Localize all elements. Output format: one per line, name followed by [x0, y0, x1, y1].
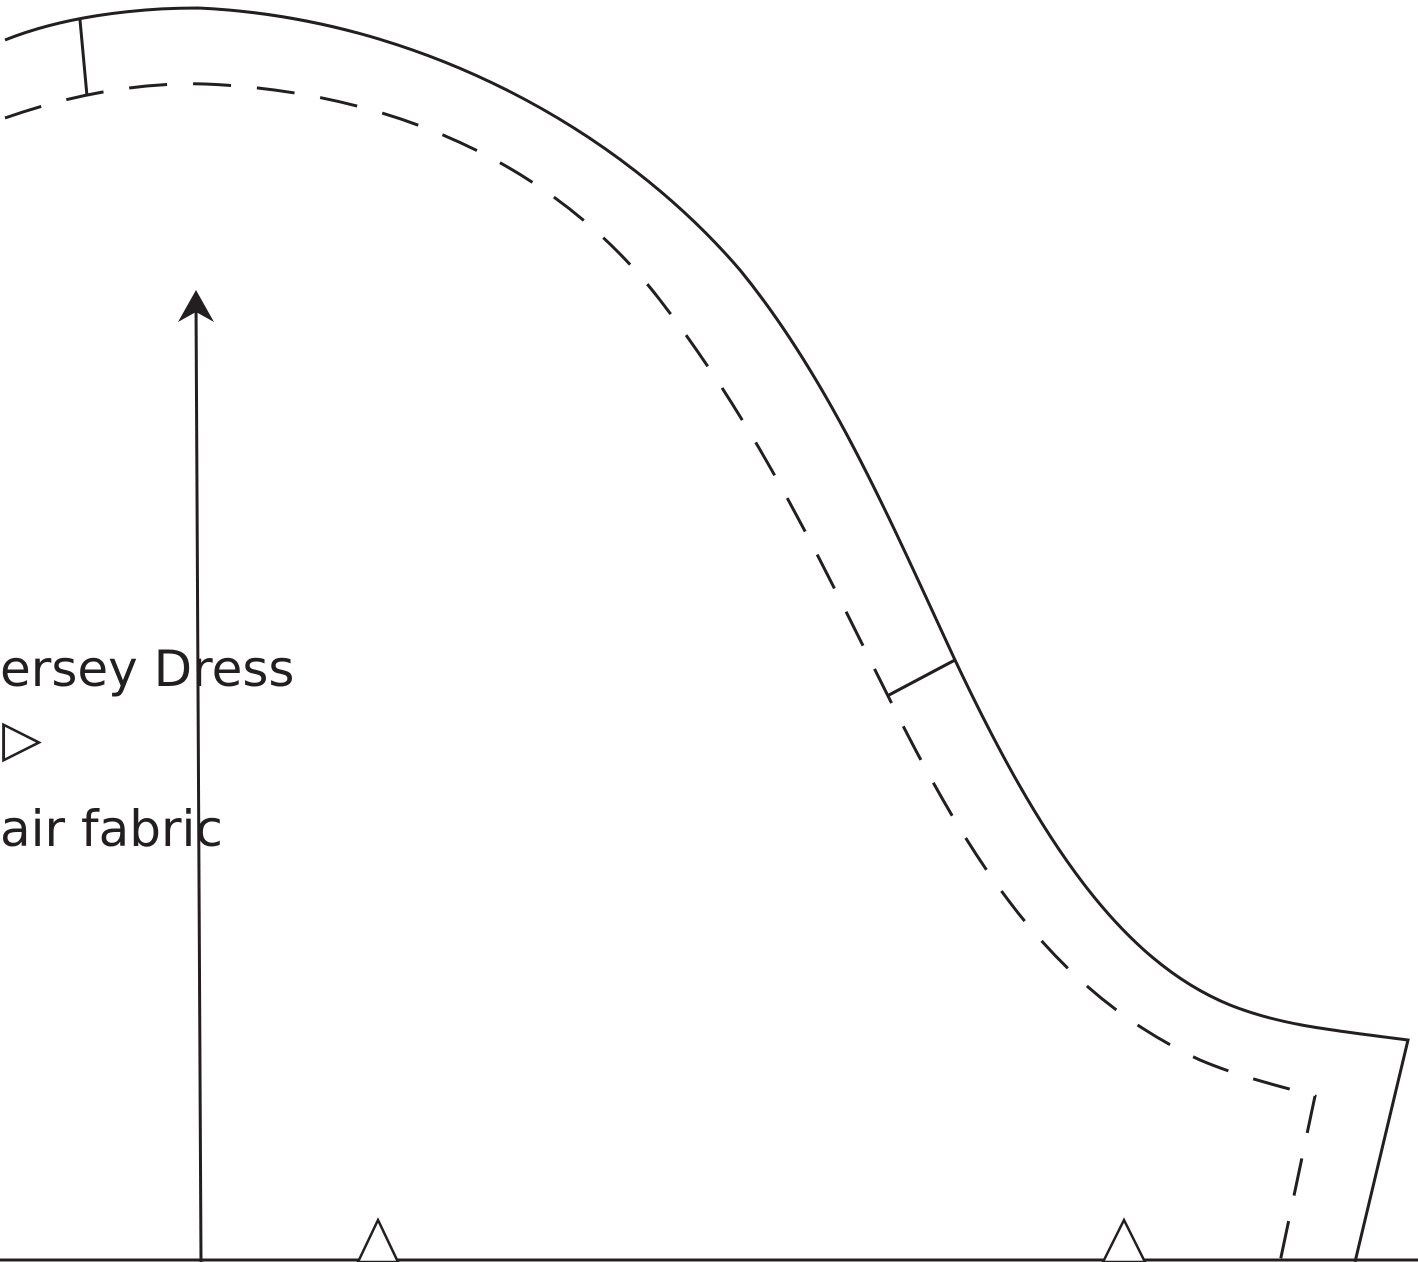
cutting-line: [4, 6, 1410, 1262]
notch-triangle-icon: [356, 1217, 400, 1262]
stitching-line: [4, 82, 1317, 1262]
grainline-arrowhead-icon: [178, 290, 214, 322]
fold-triangle-icon: ▷: [2, 709, 42, 769]
notch-triangle-icon: [1101, 1217, 1147, 1262]
match-mark-top: [78, 19, 89, 97]
match-mark-middle: [888, 658, 956, 697]
fabric-label: air fabric: [0, 800, 223, 858]
grainline-arrow-icon: [194, 301, 203, 1262]
pattern-title-label: ersey Dress: [0, 640, 294, 698]
